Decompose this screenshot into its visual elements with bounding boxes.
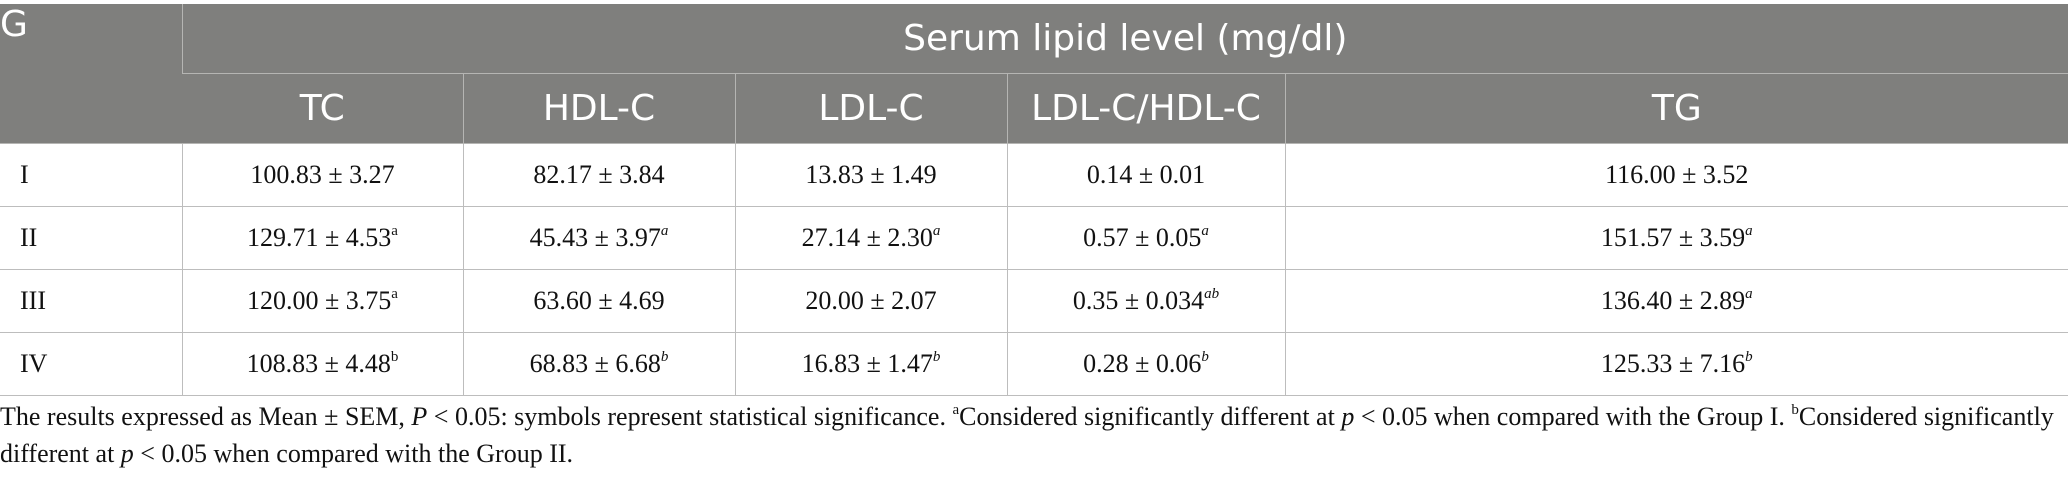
footnote-marker-b: b [1791,402,1799,419]
table-cell: 68.83 ± 6.68b [462,332,735,396]
table-cell: 108.83 ± 4.48b [181,332,463,396]
table-cell: 136.40 ± 2.89a [1284,269,2068,333]
cell-value: 20.00 ± 2.07 [805,286,937,315]
group-column-header: G [0,4,182,144]
significance-marker: ab [1204,286,1220,303]
cell-value: 129.71 ± 4.53 [247,223,392,252]
cell-value: 0.35 ± 0.034 [1072,286,1205,315]
significance-marker: b [1745,349,1753,366]
table-cell: 0.35 ± 0.034ab [1006,269,1285,333]
footnote-text: < 0.05: symbols represent statistical si… [427,402,953,431]
table-cell: 0.57 ± 0.05a [1006,206,1285,270]
footnote-text: < 0.05 when compared with the Group II. [133,439,574,468]
significance-marker: a [1201,223,1209,240]
cell-value: 116.00 ± 3.52 [1605,160,1749,189]
table-footnote: The results expressed as Mean ± SEM, P <… [0,398,2060,472]
group-label: III [0,269,182,333]
significance-marker: b [660,349,669,366]
significance-marker: b [932,349,941,366]
table-row: II 129.71 ± 4.53a 45.43 ± 3.97a 27.14 ± 2.3… [0,206,2068,270]
footnote-p-symbol: P [411,402,428,431]
significance-marker: b [1201,349,1209,366]
table-cell: 120.00 ± 3.75a [181,269,463,333]
table-row: I 100.83 ± 3.27 82.17 ± 3.84 13.83 ± 1.49 0.… [0,143,2068,207]
footnote-p-symbol: p [120,439,134,468]
footnote-text: < 0.05 when compared with the Group I. [1354,402,1792,431]
significance-marker: b [390,349,399,366]
cell-value: 16.83 ± 1.47 [801,349,933,378]
column-header-tg: TG [1284,73,2068,144]
column-header-ldl-c: LDL-C [734,73,1007,144]
serum-lipid-table: G Serum lipid level (mg/dl) TC HDL-C LDL… [0,4,2068,396]
cell-value: 13.83 ± 1.49 [805,160,937,189]
table-row: IV 108.83 ± 4.48b 68.83 ± 6.68b 16.83 ± 1.4… [0,332,2068,396]
footnote-p-symbol: p [1341,402,1355,431]
header-row-1: G Serum lipid level (mg/dl) [0,4,2068,144]
column-header-tc: TC [182,73,463,144]
table-cell: 125.33 ± 7.16b [1284,332,2068,396]
cell-value: 0.14 ± 0.01 [1086,160,1206,189]
table-cell: 13.83 ± 1.49 [734,143,1007,207]
group-label: IV [0,332,182,396]
footnote-text: Considered significantly different at [0,402,2054,468]
cell-value: 63.60 ± 4.69 [533,286,665,315]
table-row: III 120.00 ± 3.75a 63.60 ± 4.69 20.00 ± 2.0… [0,269,2068,333]
cell-value: 0.57 ± 0.05 [1083,223,1202,252]
cell-value: 27.14 ± 2.30 [801,223,933,252]
cell-value: 82.17 ± 3.84 [533,160,665,189]
cell-value: 125.33 ± 7.16 [1600,349,1746,378]
table-cell: 27.14 ± 2.30a [734,206,1007,270]
cell-value: 100.83 ± 3.27 [250,160,395,189]
table-cell: 0.28 ± 0.06b [1006,332,1285,396]
footnote-text: Considered significantly different at [959,402,1342,431]
cell-value: 68.83 ± 6.68 [529,349,661,378]
table-cell: 116.00 ± 3.52 [1284,143,2068,207]
significance-marker: a [1745,286,1753,303]
cell-value: 108.83 ± 4.48 [246,349,391,378]
table-cell: 20.00 ± 2.07 [734,269,1007,333]
table-cell: 82.17 ± 3.84 [462,143,735,207]
header-row-2: TC HDL-C LDL-C LDL-C/HDL-C TG [0,73,2068,144]
footnote-text: The results expressed as Mean ± SEM, [0,402,412,431]
table-cell: 16.83 ± 1.47b [734,332,1007,396]
significance-marker: a [391,223,398,240]
table-cell: 63.60 ± 4.69 [462,269,735,333]
column-header-hdl-c: HDL-C [462,73,735,144]
table-cell: 100.83 ± 3.27 [181,143,463,207]
table-cell: 0.14 ± 0.01 [1006,143,1285,207]
table-cell: 151.57 ± 3.59a [1284,206,2068,270]
footnote-marker-a: a [952,402,960,419]
cell-value: 120.00 ± 3.75 [247,286,392,315]
column-header-ldl-hdl-ratio: LDL-C/HDL-C [1006,73,1285,144]
cell-value: 136.40 ± 2.89 [1600,286,1746,315]
table-cell: 45.43 ± 3.97a [462,206,735,270]
serum-lipid-header: Serum lipid level (mg/dl) [181,4,2068,74]
group-label: II [0,206,182,270]
cell-value: 151.57 ± 3.59 [1600,223,1746,252]
table-cell: 129.71 ± 4.53a [181,206,463,270]
group-label: I [0,143,182,207]
cell-value: 0.28 ± 0.06 [1083,349,1202,378]
significance-marker: a [1745,223,1753,240]
cell-value: 45.43 ± 3.97 [529,223,661,252]
significance-marker: a [391,286,398,303]
significance-marker: a [932,223,941,240]
significance-marker: a [660,223,669,240]
